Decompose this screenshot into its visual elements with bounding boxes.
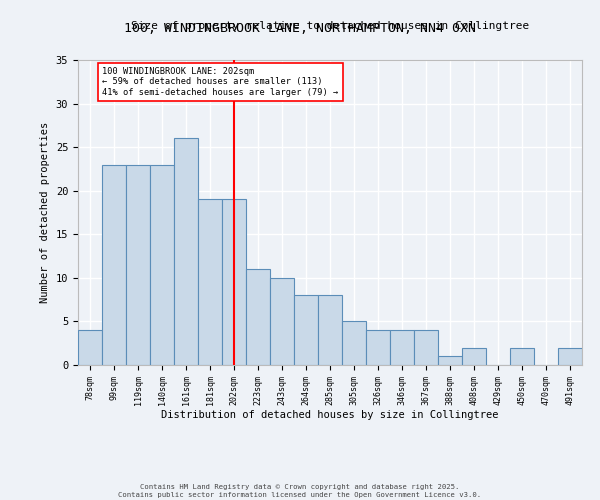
Bar: [222, 200, 246, 365]
Bar: [414, 330, 438, 365]
Bar: [510, 348, 534, 365]
Bar: [558, 348, 582, 365]
Bar: [318, 296, 342, 365]
Bar: [438, 356, 462, 365]
Text: Contains HM Land Registry data © Crown copyright and database right 2025.
Contai: Contains HM Land Registry data © Crown c…: [118, 484, 482, 498]
Bar: [342, 322, 366, 365]
Bar: [246, 269, 270, 365]
Bar: [366, 330, 390, 365]
Y-axis label: Number of detached properties: Number of detached properties: [40, 122, 50, 303]
Bar: [462, 348, 486, 365]
Bar: [78, 330, 102, 365]
Bar: [150, 164, 174, 365]
Bar: [126, 164, 150, 365]
Bar: [390, 330, 414, 365]
Bar: [102, 164, 126, 365]
Title: Size of property relative to detached houses in Collingtree: Size of property relative to detached ho…: [131, 22, 529, 32]
Bar: [198, 200, 222, 365]
Bar: [294, 296, 318, 365]
Bar: [270, 278, 294, 365]
X-axis label: Distribution of detached houses by size in Collingtree: Distribution of detached houses by size …: [161, 410, 499, 420]
Text: 100, WINDINGBROOK LANE, NORTHAMPTON, NN4 0XN: 100, WINDINGBROOK LANE, NORTHAMPTON, NN4…: [124, 22, 476, 36]
Bar: [174, 138, 198, 365]
Text: 100 WINDINGBROOK LANE: 202sqm
← 59% of detached houses are smaller (113)
41% of : 100 WINDINGBROOK LANE: 202sqm ← 59% of d…: [102, 67, 338, 97]
